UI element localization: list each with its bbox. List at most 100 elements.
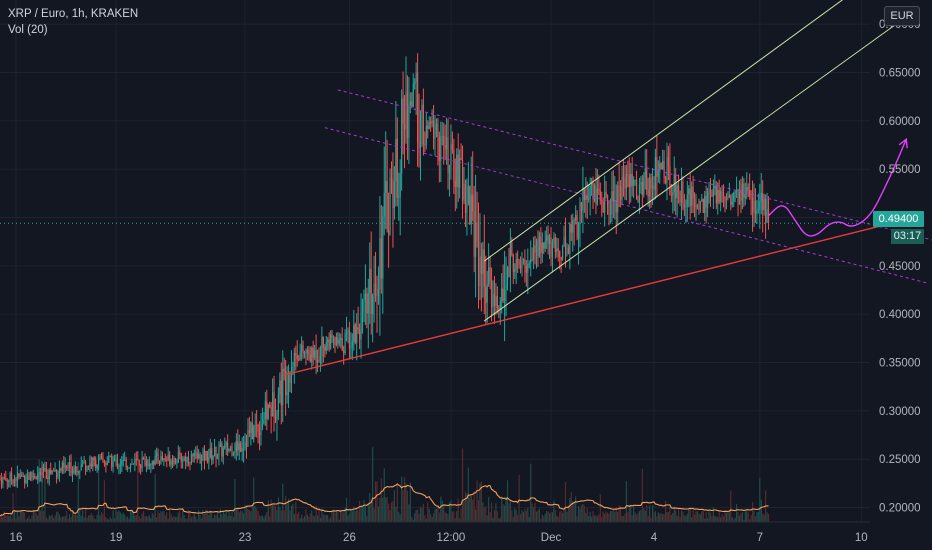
candle-body xyxy=(714,185,716,188)
volume-bar xyxy=(274,506,277,522)
candle-body xyxy=(553,237,555,243)
candle-body xyxy=(392,179,394,209)
volume-bar xyxy=(707,518,709,522)
volume-bar xyxy=(460,508,462,522)
candle-body xyxy=(630,173,632,188)
candle-body xyxy=(48,470,50,480)
candle-body xyxy=(691,186,693,206)
candle-body xyxy=(621,176,623,200)
volume-bar xyxy=(490,502,493,522)
candle-body xyxy=(609,214,612,216)
candle-body xyxy=(187,456,190,463)
volume-bar xyxy=(312,515,314,522)
volume-bar xyxy=(530,463,532,522)
candle-body xyxy=(298,359,300,360)
volume-bar xyxy=(270,499,272,522)
volume-bar xyxy=(599,494,601,522)
candle-body xyxy=(25,480,27,483)
candle-body xyxy=(29,472,32,480)
channel-upper-line xyxy=(484,0,844,262)
volume-bar xyxy=(559,511,561,522)
candle-body xyxy=(341,338,343,351)
volume-bar xyxy=(199,514,201,522)
volume-bar xyxy=(760,499,762,522)
volume-bar xyxy=(221,514,223,522)
volume-bar xyxy=(741,511,743,522)
candle-body xyxy=(564,236,567,249)
volume-bar xyxy=(551,512,554,522)
volume-bar xyxy=(508,503,510,522)
candle-body xyxy=(627,173,629,176)
candle-body xyxy=(264,401,266,420)
volume-bar xyxy=(505,496,507,522)
volume-bar xyxy=(493,510,496,522)
candle-body xyxy=(399,173,401,197)
volume-bar xyxy=(430,514,432,522)
volume-bar xyxy=(185,518,187,522)
candle-body xyxy=(76,466,78,473)
candle-body xyxy=(353,324,355,342)
candle-body xyxy=(519,265,522,269)
volume-bar xyxy=(61,516,63,522)
volume-bar xyxy=(575,496,577,522)
candle-body xyxy=(766,209,768,223)
volume-bar xyxy=(583,505,585,522)
volume-bar xyxy=(69,514,71,522)
price-axis: 0.20000 0.25000 0.30000 0.35000 0.40000 0.450… xyxy=(879,19,921,514)
volume-bar xyxy=(414,513,416,522)
volume-bar xyxy=(461,448,464,522)
candle-body xyxy=(135,459,137,461)
y-tick-label: 0.35000 xyxy=(879,358,921,370)
volume-bar xyxy=(766,512,768,522)
candle-body xyxy=(444,145,446,150)
candle-body xyxy=(116,459,119,467)
candle-body xyxy=(418,142,420,149)
volume-bar xyxy=(212,518,214,522)
volume-indicator-label[interactable]: Vol (20) xyxy=(8,24,48,36)
volume-bar xyxy=(18,516,20,522)
candle-body xyxy=(682,181,684,205)
volume-bar xyxy=(469,496,471,522)
volume-bar xyxy=(595,514,597,522)
candle-body xyxy=(66,465,68,468)
volume-bar xyxy=(544,513,546,522)
volume-bar xyxy=(118,510,120,522)
candle-body xyxy=(183,457,185,461)
volume-bar xyxy=(121,514,123,522)
currency-button[interactable]: EUR xyxy=(884,6,920,26)
candle-body xyxy=(296,355,298,360)
volume-bar xyxy=(238,512,240,522)
candle-body xyxy=(486,284,488,303)
volume-bar xyxy=(492,517,494,522)
candle-body xyxy=(38,472,40,475)
candle-body xyxy=(540,236,542,253)
candle-body xyxy=(425,125,427,145)
candle-body xyxy=(754,200,757,215)
candle-body xyxy=(151,461,153,465)
volume-bar xyxy=(215,514,217,522)
volume-bar xyxy=(386,497,388,522)
candle-body xyxy=(447,137,449,173)
x-tick-label: 19 xyxy=(110,532,123,544)
volume-bar xyxy=(15,518,17,522)
volume-bar xyxy=(488,497,490,522)
volume-bar xyxy=(722,516,725,522)
volume-bar xyxy=(180,517,182,522)
candle-body xyxy=(79,470,81,472)
volume-bar xyxy=(369,493,371,522)
volume-bar xyxy=(203,513,206,522)
volume-bar xyxy=(132,512,134,522)
volume-bar xyxy=(744,511,746,522)
volume-bar xyxy=(376,481,378,522)
candle-body xyxy=(302,344,304,354)
volume-bar xyxy=(624,513,626,522)
candle-body xyxy=(456,154,458,187)
candle-body xyxy=(672,192,674,196)
candle-body xyxy=(673,174,675,193)
candle-body xyxy=(42,467,45,472)
candle-body xyxy=(370,268,372,315)
symbol-title[interactable]: XRP / Euro, 1h, KRAKEN xyxy=(8,8,139,20)
candle-body xyxy=(227,442,229,451)
candle-body xyxy=(234,451,236,454)
